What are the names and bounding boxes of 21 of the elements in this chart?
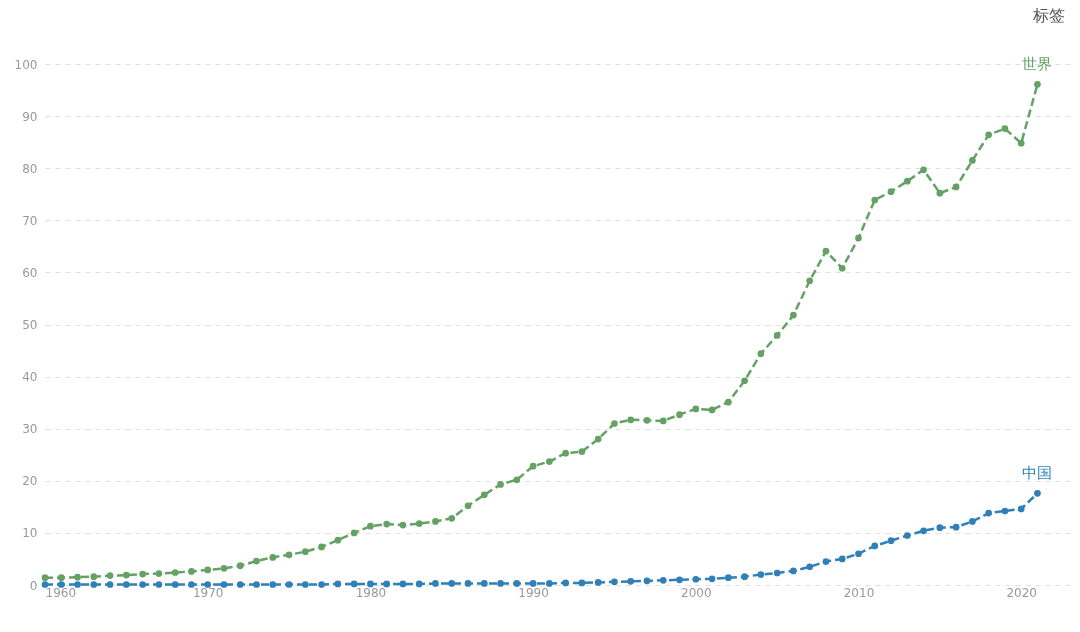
x-tick-label: 2000 (681, 585, 712, 600)
x-tick-label: 1970 (192, 585, 224, 600)
y-tick-label: 10 (22, 526, 38, 541)
y-tick-label: 100 (14, 57, 38, 72)
text: 标签 (1032, 6, 1065, 25)
y-tick-label: 90 (22, 109, 38, 124)
series-label: 世界 (1022, 55, 1053, 74)
series-label: 中国 (1022, 464, 1053, 483)
y-tick-label: 80 (22, 161, 38, 176)
y-tick-label: 30 (22, 422, 38, 437)
x-tick-label: 1990 (518, 585, 549, 600)
y-tick-label: 0 (29, 578, 38, 593)
y-tick-label: 50 (22, 318, 38, 332)
x-tick-label: 1980 (355, 585, 387, 600)
y-tick-label: 60 (22, 265, 38, 280)
y-tick-label: 40 (22, 370, 38, 385)
y-tick-label: 70 (22, 213, 38, 228)
x-tick-label: 2020 (1006, 585, 1037, 600)
x-tick-label: 2010 (843, 585, 875, 600)
x-tick-label: 1960 (45, 585, 77, 600)
y-tick-label: 20 (22, 474, 38, 489)
